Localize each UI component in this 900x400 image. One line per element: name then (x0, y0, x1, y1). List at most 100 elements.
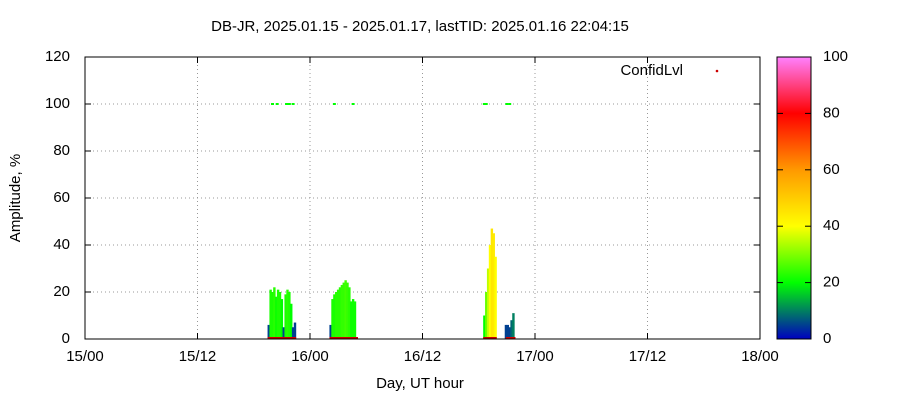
point (505, 337, 512, 340)
bar (273, 287, 276, 339)
point (490, 337, 497, 340)
y-tick-label: 0 (62, 330, 70, 347)
bar (508, 327, 511, 339)
bar (331, 299, 334, 339)
y-tick-label: 60 (53, 189, 70, 206)
plot-frame (84, 56, 761, 340)
point (351, 103, 355, 105)
bar (288, 292, 291, 339)
bar (494, 256, 497, 339)
y-axis-label: Amplitude, % (7, 154, 24, 242)
bar (267, 324, 270, 339)
bar (338, 287, 342, 339)
bar (348, 287, 351, 339)
point (291, 103, 295, 105)
colorbar-tick-label: 0 (823, 330, 831, 347)
bar (340, 284, 344, 339)
bar (512, 313, 515, 339)
point (282, 337, 289, 340)
colorbar-tick-label: 60 (823, 161, 840, 178)
bar (293, 322, 297, 339)
bar (488, 245, 492, 339)
bar (504, 324, 508, 339)
y-tick-label: 80 (53, 142, 70, 159)
point (337, 337, 343, 340)
point (278, 337, 285, 340)
y-tick-label: 20 (53, 283, 70, 300)
bar (485, 292, 488, 339)
x-tick-label: 15/12 (179, 348, 217, 365)
point (290, 337, 297, 340)
point (285, 103, 289, 105)
colorbar-tick-label: 80 (823, 104, 840, 121)
x-tick-label: 18/00 (741, 348, 779, 365)
bar (350, 301, 353, 339)
point (483, 337, 490, 340)
point (329, 337, 336, 340)
point (271, 103, 274, 105)
point (487, 337, 493, 340)
point (508, 103, 512, 105)
x-tick-label: 15/00 (66, 348, 104, 365)
x-tick-label: 16/12 (404, 348, 442, 365)
bar (486, 268, 490, 339)
point (505, 103, 509, 105)
point (352, 337, 358, 340)
colorbar-tick-label: 100 (823, 48, 848, 65)
bar (290, 303, 293, 339)
x-tick-label: 16/00 (291, 348, 329, 365)
point (484, 103, 488, 105)
bar (335, 292, 338, 339)
x-tick-label: 17/12 (629, 348, 667, 365)
bar (336, 289, 340, 339)
point (275, 337, 282, 340)
bar (342, 282, 345, 339)
x-axis-label: Day, UT hour (376, 375, 464, 392)
point (271, 337, 278, 340)
bar (346, 282, 349, 339)
bar (490, 228, 494, 339)
point (340, 337, 347, 340)
legend-label: ConfidLvl (620, 62, 683, 79)
point (267, 337, 274, 340)
point (482, 103, 486, 105)
bar (278, 292, 282, 339)
bar (353, 301, 357, 339)
bar (276, 289, 280, 339)
bar (291, 327, 295, 339)
y-tick-label: 120 (45, 48, 70, 65)
bar (506, 324, 510, 339)
point (333, 337, 340, 340)
bar (284, 294, 287, 339)
point (344, 337, 351, 340)
point (348, 337, 355, 340)
bar (280, 299, 284, 339)
colorbar-tick-label: 20 (823, 274, 840, 291)
bar (344, 280, 347, 339)
bar (492, 233, 495, 339)
bar (329, 324, 332, 339)
bar (333, 294, 336, 339)
point (509, 337, 516, 340)
chart-title: DB-JR, 2025.01.15 - 2025.01.17, lastTID:… (211, 18, 629, 35)
bar (275, 296, 278, 339)
y-tick-label: 100 (45, 95, 70, 112)
y-tick-label: 40 (53, 236, 70, 253)
bar (269, 289, 272, 339)
bar (483, 315, 486, 339)
bar (510, 320, 513, 339)
bar (282, 327, 285, 339)
bar (271, 292, 274, 339)
point (332, 103, 336, 105)
point (275, 103, 279, 105)
point (286, 337, 293, 340)
x-tick-label: 17/00 (516, 348, 554, 365)
bar (351, 299, 355, 339)
colorbar (776, 56, 812, 340)
colorbar-tick-label: 40 (823, 217, 840, 234)
legend-marker (715, 69, 719, 73)
point (287, 103, 291, 105)
bar (286, 289, 289, 339)
